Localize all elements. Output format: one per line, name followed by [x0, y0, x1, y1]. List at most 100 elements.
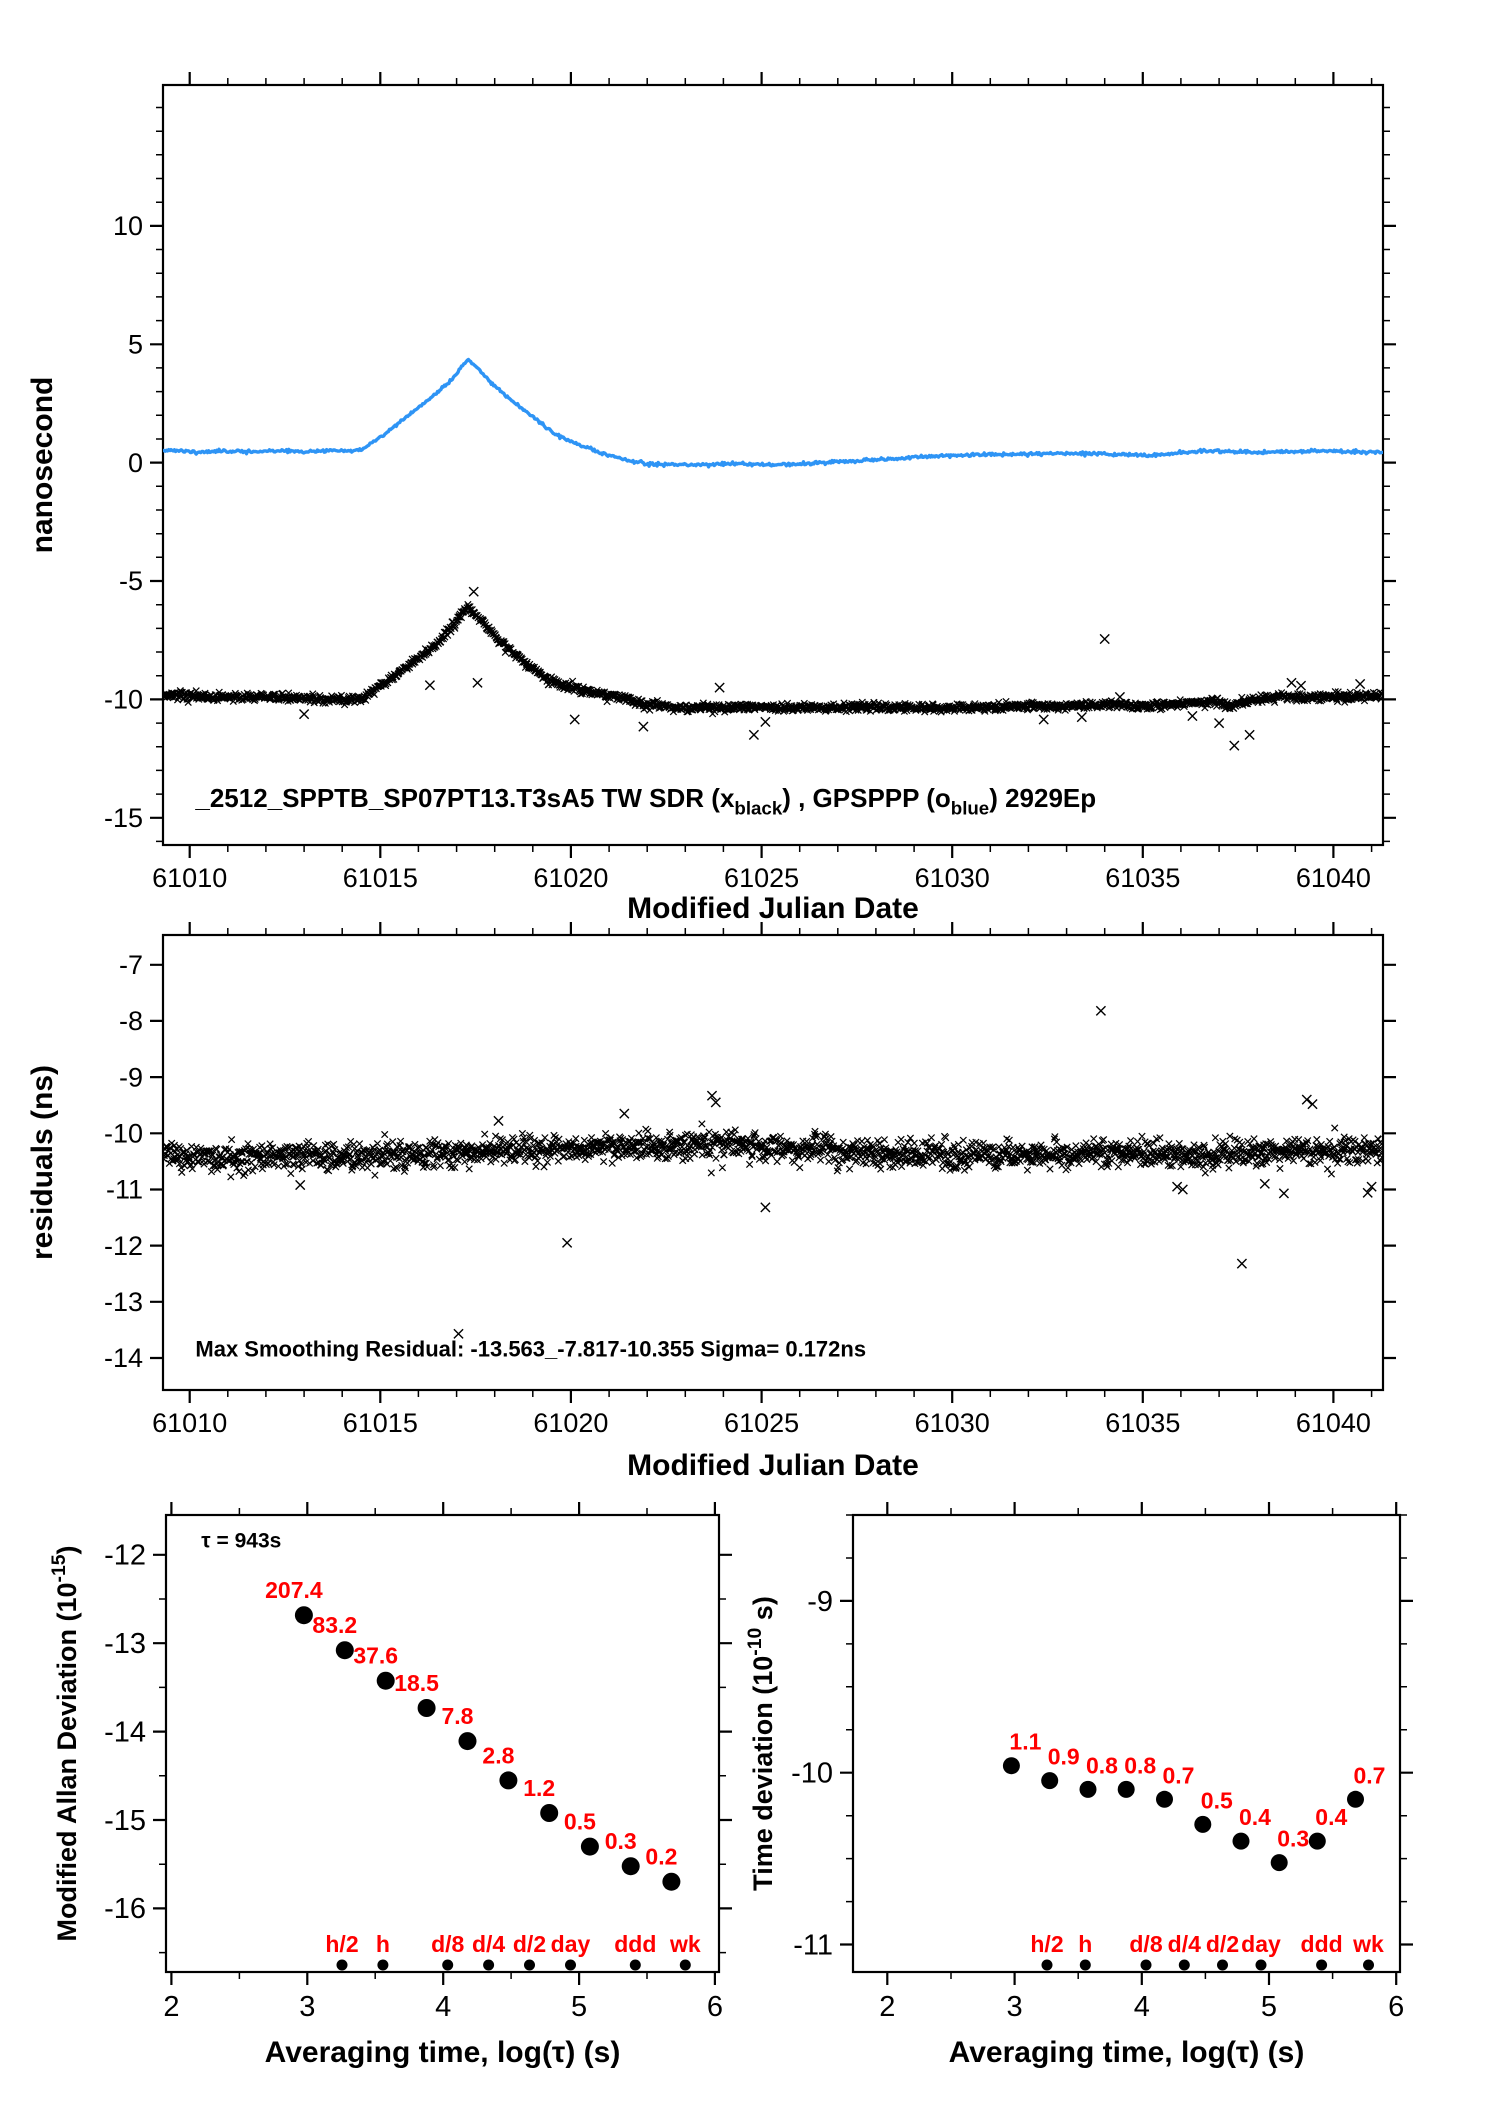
- x-tick-label: 3: [1007, 1991, 1023, 2023]
- plot-frame: [161, 83, 1385, 847]
- y-tick-label: -10: [104, 1119, 143, 1149]
- deviation-dot: [540, 1804, 559, 1822]
- deviation-dot: [294, 1606, 313, 1625]
- y-tick-label: -10: [791, 1758, 833, 1790]
- calendar-dot: [483, 1959, 495, 1971]
- calendar-dot: [1041, 1959, 1053, 1971]
- calendar-label: d/8: [431, 1931, 464, 1957]
- deviation-value-label: 0.8: [1124, 1752, 1156, 1778]
- gpsppp-line: [163, 357, 1383, 469]
- deviation-value-label: 0.5: [564, 1809, 596, 1835]
- deviation-value-label: 37.6: [353, 1643, 398, 1669]
- y-tick-label: -10: [104, 685, 143, 715]
- minor-ticks: [156, 78, 1390, 852]
- x-axis-title: Averaging time, log(τ) (s): [949, 2036, 1305, 2069]
- calendar-dot: [1079, 1959, 1091, 1971]
- x-tick-label: 61040: [1296, 1408, 1371, 1438]
- deviation-value-label: 0.8: [1086, 1752, 1118, 1778]
- x-tick-label: 61010: [152, 1408, 227, 1438]
- calendar-dot: [336, 1959, 348, 1971]
- deviation-dot: [621, 1857, 640, 1876]
- y-axis-title: Time deviation (10-10 s): [744, 1596, 778, 1891]
- outlier-x-markers: [295, 1005, 1377, 1339]
- calendar-label: h/2: [325, 1931, 358, 1957]
- x-tick-label: 6: [707, 1991, 723, 2023]
- deviation-value-label: 0.5: [1201, 1787, 1233, 1813]
- deviation-value-label: 0.4: [1239, 1804, 1271, 1830]
- x-axis-title: Modified Julian Date: [627, 892, 919, 925]
- calendar-label: d/4: [1168, 1931, 1201, 1957]
- deviation-value-label: 2.8: [482, 1742, 514, 1768]
- deviation-value-label: 0.4: [1315, 1804, 1347, 1830]
- y-tick-label: 0: [128, 448, 143, 478]
- deviation-value-label: 0.9: [1048, 1744, 1080, 1770]
- deviation-dot: [1079, 1780, 1097, 1798]
- x-tick-label: 61010: [152, 863, 227, 893]
- deviation-dot: [1270, 1854, 1288, 1872]
- calendar-label: d/8: [1129, 1931, 1162, 1957]
- x-tick-label: 61040: [1296, 863, 1371, 893]
- calendar-label: h: [376, 1931, 390, 1957]
- x-tick-label: 61025: [724, 863, 799, 893]
- calendar-label: wk: [1352, 1931, 1384, 1957]
- calendar-dot: [1316, 1959, 1328, 1971]
- calendar-label: d/2: [1206, 1931, 1239, 1957]
- y-tick-label: -5: [119, 566, 143, 596]
- deviation-value-label: 83.2: [312, 1612, 357, 1638]
- deviation-value-label: 0.2: [645, 1844, 677, 1870]
- calendar-label: h/2: [1030, 1931, 1063, 1957]
- x-axis-title: Modified Julian Date: [627, 1449, 919, 1482]
- deviation-dot: [1117, 1780, 1135, 1798]
- deviation-dot: [580, 1837, 599, 1856]
- y-tick-label: -9: [119, 1062, 143, 1092]
- panel-annotation: τ = 943s: [201, 1530, 281, 1553]
- y-tick-label: -14: [104, 1343, 143, 1373]
- x-tick-label: 61020: [533, 1408, 608, 1438]
- calendar-dot: [629, 1959, 641, 1971]
- deviation-dot: [1041, 1772, 1059, 1790]
- x-marker-band: [163, 1120, 1383, 1181]
- y-tick-label: -15: [104, 803, 143, 833]
- deviation-dot: [1347, 1790, 1364, 1808]
- x-tick-label: 5: [571, 1991, 587, 2023]
- x-tick-label: 61035: [1105, 1408, 1180, 1438]
- y-tick-label: 5: [128, 329, 143, 359]
- calendar-dot: [1363, 1959, 1374, 1971]
- x-tick-label: 61030: [915, 1408, 990, 1438]
- calendar-label: day: [551, 1931, 591, 1957]
- x-tick-label: 3: [299, 1991, 315, 2023]
- deviation-dot: [417, 1699, 436, 1717]
- major-ticks: [150, 922, 1396, 1403]
- panel-tdev: 2 3 4 5 6 -11 -10 -9 Averaging time, log(τ) (s) T…: [744, 1502, 1413, 2069]
- x-tick-label: 4: [1134, 1991, 1150, 2023]
- x-tick-label: 61025: [724, 1408, 799, 1438]
- deviation-dot: [662, 1872, 681, 1891]
- deviation-value-label: 0.3: [1277, 1826, 1309, 1852]
- x-tick-label: 61015: [343, 1408, 418, 1438]
- major-ticks: [840, 1502, 1413, 1985]
- y-axis-title: Modified Allan Deviation (10-15): [48, 1545, 82, 1941]
- calendar-dot: [1140, 1959, 1152, 1971]
- deviation-value-label: 0.7: [1163, 1762, 1195, 1788]
- deviation-dot: [376, 1671, 395, 1690]
- x-tick-label: 61035: [1105, 863, 1180, 893]
- deviation-value-label: 1.2: [523, 1775, 555, 1801]
- y-tick-label: -11: [793, 1929, 833, 1961]
- plot-frame: [164, 1513, 721, 1974]
- y-tick-label: -15: [104, 1805, 146, 1837]
- x-tick-label: 4: [435, 1991, 451, 2023]
- panel-annotation: Max Smoothing Residual: -13.563_-7.817-1…: [195, 1336, 866, 1361]
- deviation-value-label: 207.4: [265, 1577, 323, 1603]
- y-tick-label: -13: [104, 1287, 143, 1317]
- calendar-dot: [377, 1959, 389, 1971]
- x-tick-label: 6: [1388, 1991, 1404, 2023]
- y-tick-label: -9: [807, 1586, 833, 1618]
- deviation-dot: [1308, 1832, 1326, 1850]
- deviation-value-label: 1.1: [1009, 1729, 1041, 1755]
- outlier-x-markers: [299, 586, 1366, 751]
- calendar-dot: [679, 1959, 691, 1971]
- calendar-label: day: [1241, 1931, 1281, 1957]
- y-tick-label: 10: [113, 211, 143, 241]
- x-marker-band: [163, 600, 1383, 718]
